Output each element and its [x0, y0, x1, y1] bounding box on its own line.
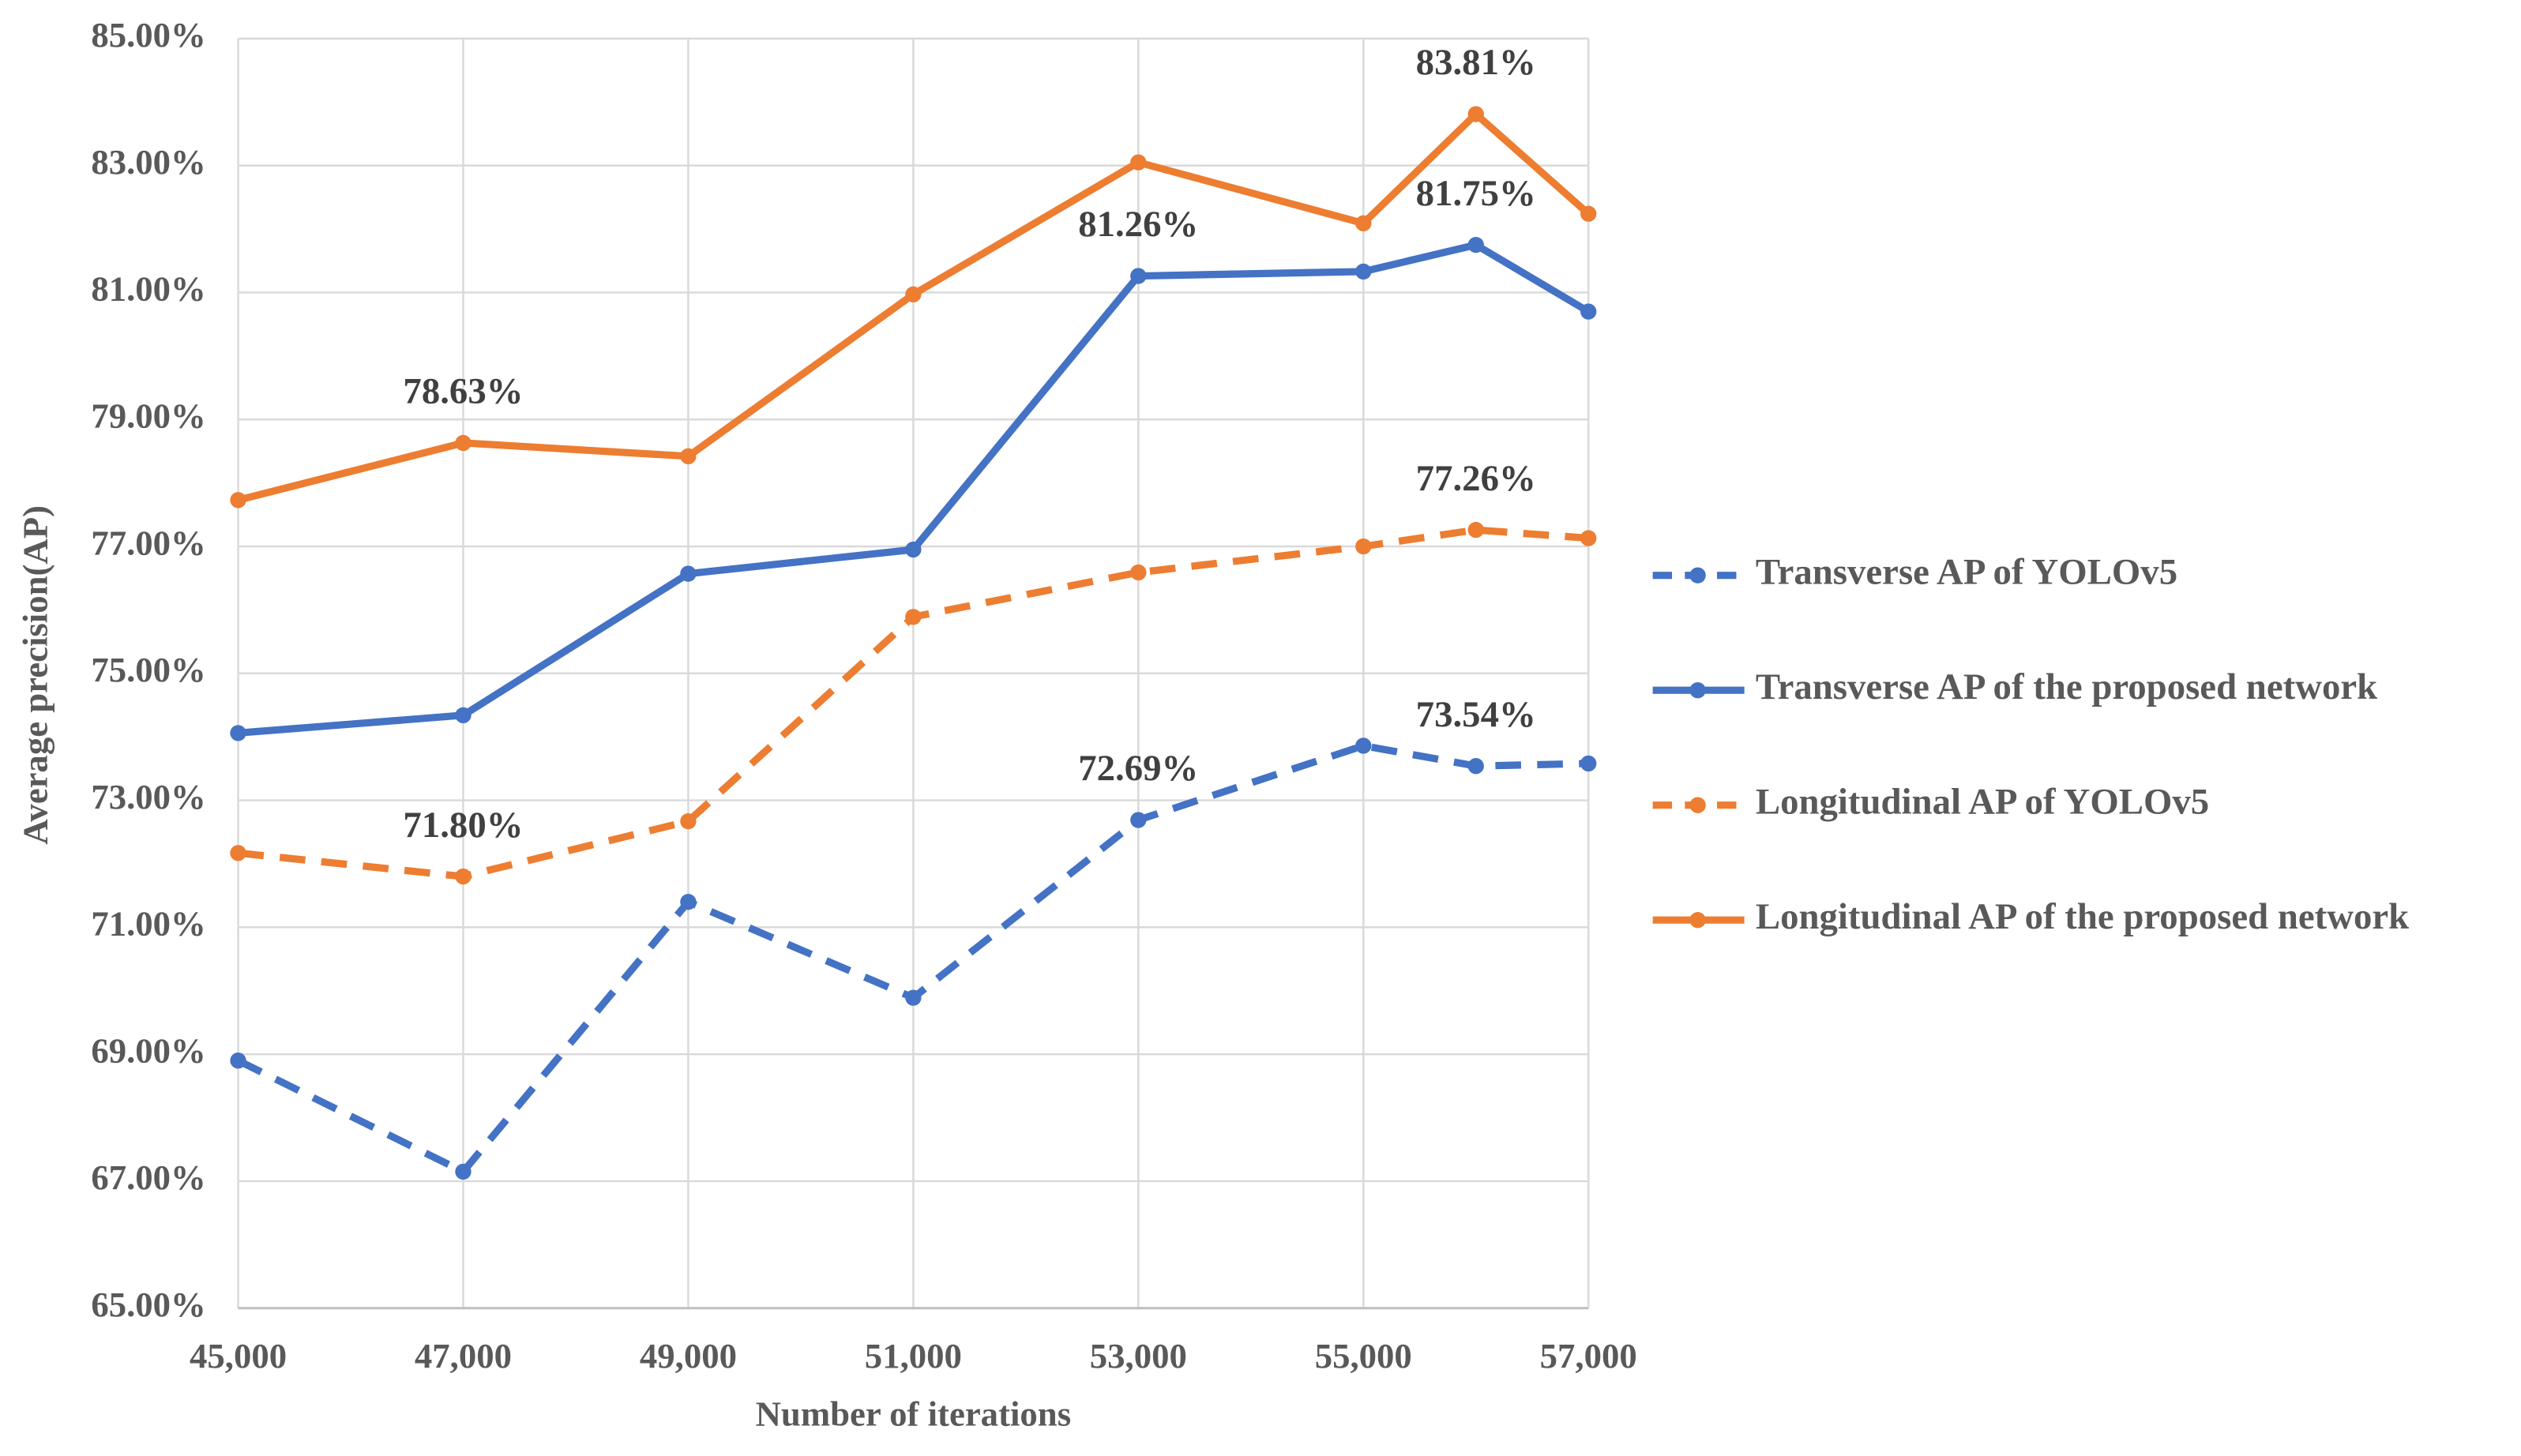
y-tick-label: 73.00% — [91, 777, 206, 816]
data-point — [680, 812, 697, 830]
data-point — [1355, 538, 1372, 555]
legend-marker — [1689, 912, 1706, 929]
y-tick-label: 85.00% — [91, 15, 206, 54]
data-point — [1130, 564, 1147, 581]
data-point — [1580, 530, 1597, 546]
y-tick-label: 71.00% — [91, 904, 206, 944]
data-label: 77.26% — [1416, 458, 1536, 499]
legend-marker — [1689, 797, 1706, 813]
data-point — [230, 725, 246, 741]
data-label: 81.75% — [1416, 173, 1536, 214]
data-point — [1467, 106, 1484, 122]
x-tick-label: 57,000 — [1540, 1336, 1637, 1375]
data-label: 71.80% — [403, 805, 523, 846]
x-tick-label: 53,000 — [1090, 1336, 1187, 1375]
data-point — [1467, 236, 1484, 253]
data-point — [455, 1163, 472, 1180]
series-line — [238, 241, 1591, 737]
data-point — [1580, 205, 1597, 222]
y-tick-label: 77.00% — [91, 523, 206, 562]
y-tick-label: 83.00% — [91, 142, 206, 182]
data-point — [1130, 812, 1147, 828]
y-tick-label: 67.00% — [91, 1158, 206, 1197]
data-point — [1355, 215, 1372, 231]
data-point — [905, 541, 922, 558]
data-point — [905, 989, 922, 1006]
data-label: 73.54% — [1416, 694, 1536, 735]
y-tick-label: 69.00% — [91, 1030, 206, 1070]
data-label: 81.26% — [1078, 204, 1198, 245]
data-point — [230, 492, 246, 508]
data-point — [455, 434, 472, 452]
data-point — [1355, 263, 1372, 280]
data-label: 78.63% — [403, 371, 523, 412]
series-line — [236, 741, 1589, 1176]
data-point — [455, 707, 472, 724]
data-point — [230, 1053, 246, 1069]
data-label: 72.69% — [1078, 748, 1198, 789]
legend-label: Transverse AP of YOLOv5 — [1756, 551, 2177, 592]
x-tick-label: 55,000 — [1315, 1336, 1412, 1375]
x-axis-title: Number of iterations — [756, 1394, 1072, 1433]
data-point — [230, 845, 246, 861]
y-tick-label: 79.00% — [91, 396, 206, 435]
x-tick-label: 51,000 — [865, 1336, 962, 1375]
data-point — [680, 565, 697, 582]
data-point — [1130, 154, 1147, 171]
legend-label: Longitudinal AP of the proposed network — [1756, 896, 2409, 937]
data-point — [1130, 268, 1147, 284]
data-point — [455, 868, 472, 885]
data-point — [680, 448, 697, 465]
data-point — [1467, 757, 1484, 775]
x-tick-label: 45,000 — [190, 1336, 287, 1375]
data-point — [905, 609, 922, 625]
legend-label: Longitudinal AP of YOLOv5 — [1756, 781, 2209, 822]
y-tick-label: 75.00% — [91, 650, 206, 689]
data-label: 83.81% — [1416, 42, 1536, 83]
series-line — [237, 110, 1591, 504]
data-point — [1467, 521, 1484, 538]
legend-marker — [1689, 681, 1706, 699]
data-point — [905, 286, 922, 303]
data-point — [1355, 737, 1372, 754]
legend-label: Transverse AP of the proposed network — [1756, 666, 2377, 707]
series-line — [238, 526, 1589, 880]
legend-marker — [1689, 567, 1706, 584]
data-point — [1580, 303, 1597, 320]
x-tick-label: 47,000 — [415, 1336, 512, 1375]
y-tick-label: 81.00% — [91, 269, 206, 309]
x-tick-label: 49,000 — [640, 1336, 737, 1375]
y-axis-title: Average precision(AP) — [15, 505, 54, 845]
data-point — [680, 894, 697, 910]
data-point — [1580, 755, 1597, 772]
y-tick-label: 65.00% — [91, 1285, 206, 1324]
